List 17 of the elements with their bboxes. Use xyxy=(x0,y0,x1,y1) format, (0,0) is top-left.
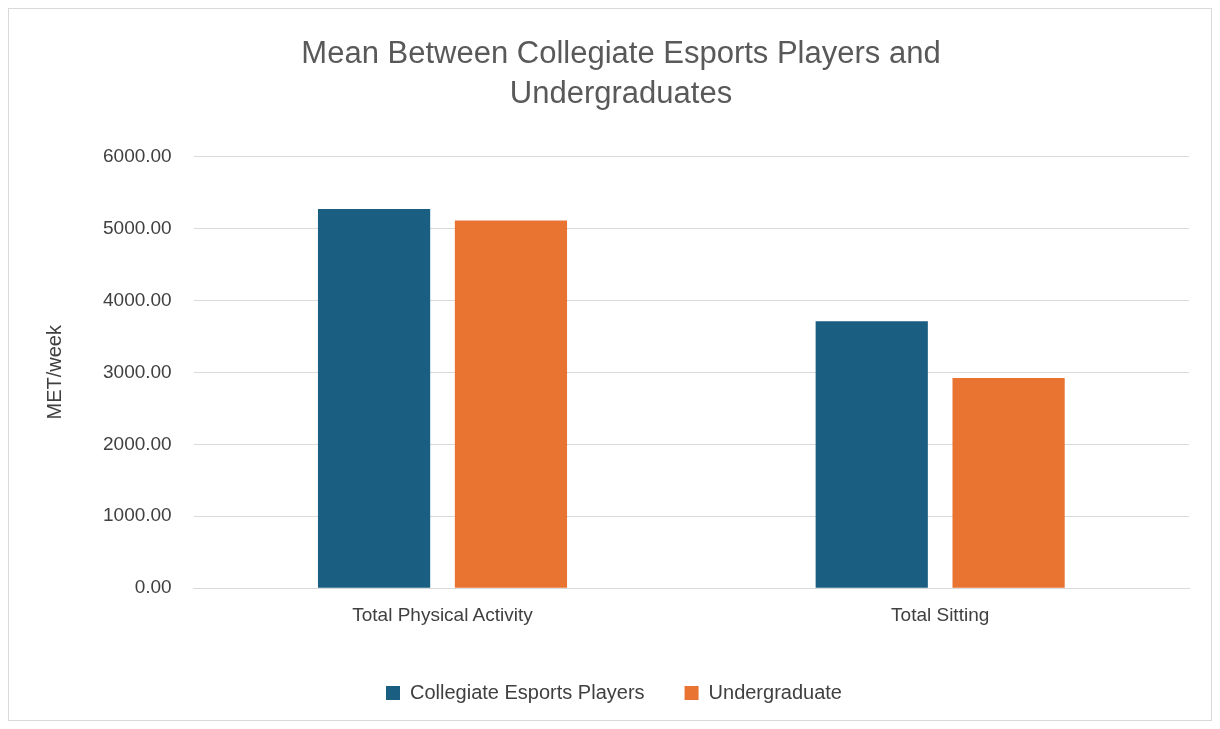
y-tick-label: 2000.00 xyxy=(102,432,172,454)
y-tick-label: 3000.00 xyxy=(102,360,172,382)
x-tick-label: Total Sitting xyxy=(891,603,990,625)
y-tick-label: 5000.00 xyxy=(102,216,172,238)
y-tick-label: 4000.00 xyxy=(102,288,172,310)
bar xyxy=(815,321,928,588)
y-tick-label: 0.00 xyxy=(134,576,172,598)
bar xyxy=(952,378,1065,588)
x-tick-label: Total Physical Activity xyxy=(352,603,534,625)
legend-label: Collegiate Esports Players xyxy=(410,680,645,703)
legend-label: Undergraduate xyxy=(708,680,842,703)
bar xyxy=(317,208,431,588)
bar xyxy=(454,220,568,588)
chart-title: Mean Between Collegiate Esports Players and Undergraduates xyxy=(300,34,942,112)
y-tick-label: 1000.00 xyxy=(102,504,172,526)
y-axis-title: MET/week xyxy=(42,324,65,420)
y-tick-label: 6000.00 xyxy=(102,144,172,166)
